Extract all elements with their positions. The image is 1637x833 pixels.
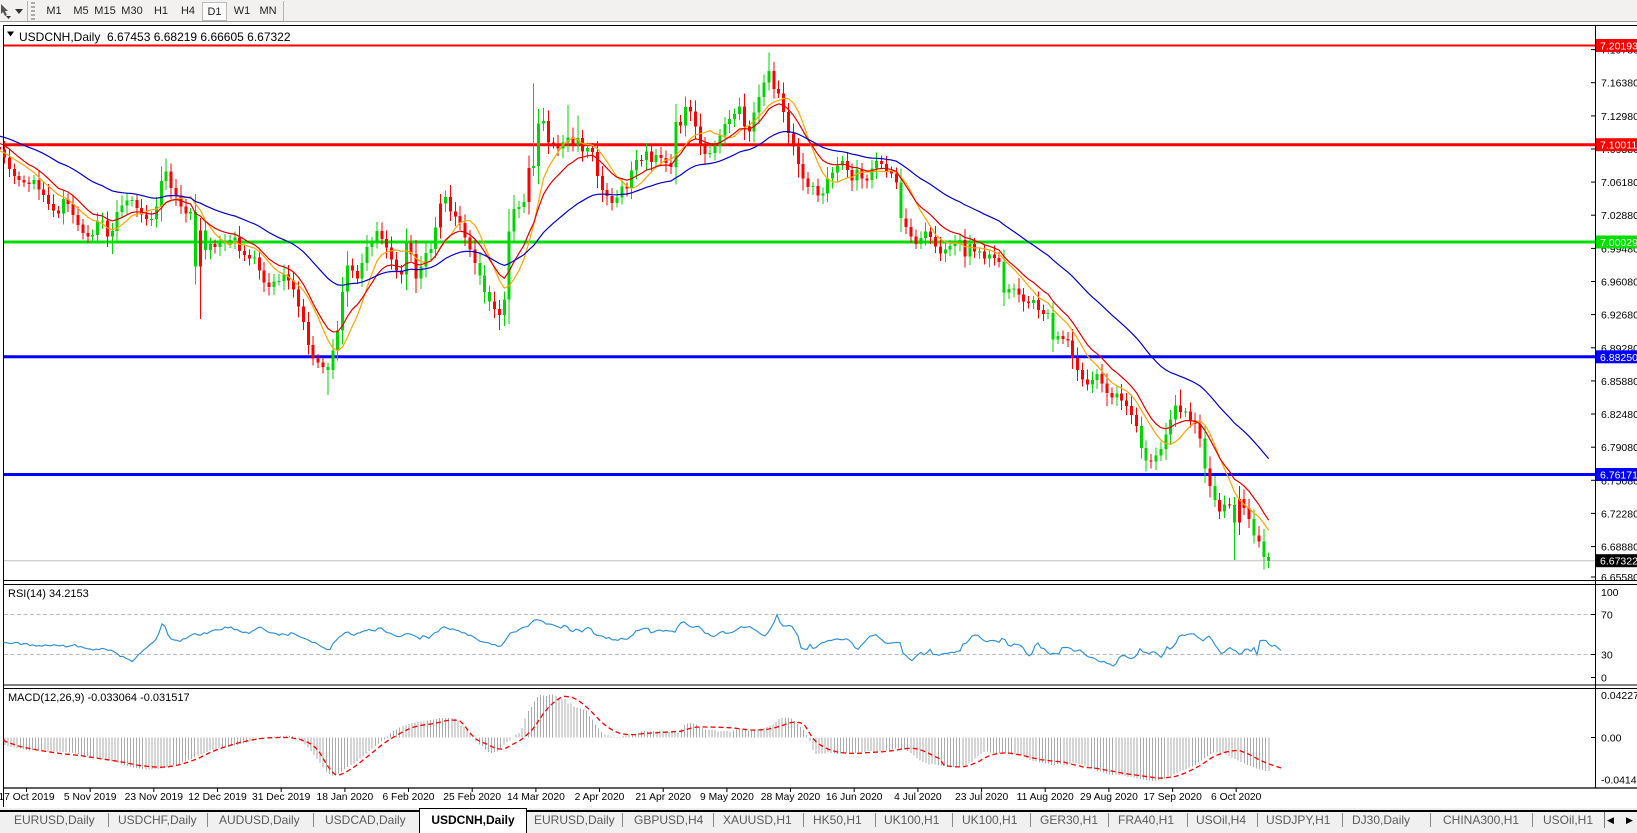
svg-text:25 Feb 2020: 25 Feb 2020	[443, 792, 501, 803]
svg-text:4 Jul 2020: 4 Jul 2020	[894, 792, 942, 803]
svg-text:2 Apr 2020: 2 Apr 2020	[575, 792, 625, 803]
svg-text:6 Feb 2020: 6 Feb 2020	[382, 792, 434, 803]
svg-text:23 Nov 2019: 23 Nov 2019	[125, 792, 184, 803]
svg-text:6.92680: 6.92680	[1601, 310, 1637, 322]
svg-text:0.042275: 0.042275	[1601, 690, 1637, 702]
svg-text:18 Jan 2020: 18 Jan 2020	[317, 792, 374, 803]
svg-text:23 Jul 2020: 23 Jul 2020	[955, 792, 1009, 803]
svg-text:6.68880: 6.68880	[1601, 542, 1637, 554]
svg-text:0.00: 0.00	[1601, 733, 1622, 745]
svg-text:6 Oct 2020: 6 Oct 2020	[1211, 792, 1262, 803]
svg-text:RSI(14) 34.2153: RSI(14) 34.2153	[8, 588, 89, 600]
svg-text:6.96080: 6.96080	[1601, 277, 1637, 289]
svg-text:0: 0	[1601, 673, 1607, 685]
svg-text:16 Jun 2020: 16 Jun 2020	[826, 792, 883, 803]
svg-text:21 Apr 2020: 21 Apr 2020	[635, 792, 691, 803]
svg-text:7.20193: 7.20193	[1600, 41, 1637, 53]
svg-text:-0.04148: -0.04148	[1601, 775, 1637, 787]
svg-text:12 Dec 2019: 12 Dec 2019	[188, 792, 247, 803]
svg-text:70: 70	[1601, 610, 1613, 622]
svg-text:7.16380: 7.16380	[1601, 78, 1637, 90]
svg-text:31 Dec 2019: 31 Dec 2019	[252, 792, 311, 803]
svg-text:6.76171: 6.76171	[1600, 470, 1637, 482]
svg-text:7.00029: 7.00029	[1600, 237, 1637, 249]
svg-text:28 May 2020: 28 May 2020	[761, 792, 821, 803]
svg-text:30: 30	[1601, 650, 1613, 662]
svg-text:6.65580: 6.65580	[1601, 572, 1637, 584]
svg-text:USDCNH,Daily 6.67453 6.68219: USDCNH,Daily 6.67453 6.68219 6.66605 6.6…	[19, 30, 291, 44]
svg-text:MACD(12,26,9) -0.033064 -0.031: MACD(12,26,9) -0.033064 -0.031517	[8, 692, 190, 704]
svg-text:29 Aug 2020: 29 Aug 2020	[1080, 792, 1138, 803]
svg-text:6.85880: 6.85880	[1601, 376, 1637, 388]
svg-text:7.06180: 7.06180	[1601, 177, 1637, 189]
svg-text:9 May 2020: 9 May 2020	[700, 792, 754, 803]
svg-text:6.88250: 6.88250	[1600, 352, 1637, 364]
svg-text:11 Aug 2020: 11 Aug 2020	[1017, 792, 1074, 803]
svg-text:17 Oct 2019: 17 Oct 2019	[0, 792, 55, 803]
svg-text:5 Nov 2019: 5 Nov 2019	[64, 792, 117, 803]
svg-text:6.82480: 6.82480	[1601, 409, 1637, 421]
svg-text:6.72280: 6.72280	[1601, 508, 1637, 520]
svg-text:100: 100	[1601, 587, 1619, 599]
svg-text:6.67322: 6.67322	[1600, 556, 1637, 568]
svg-text:7.02880: 7.02880	[1601, 210, 1637, 222]
svg-text:7.12980: 7.12980	[1601, 111, 1637, 123]
svg-text:14 Mar 2020: 14 Mar 2020	[507, 792, 565, 803]
svg-text:7.10011: 7.10011	[1600, 140, 1637, 152]
svg-text:6.79080: 6.79080	[1601, 442, 1637, 454]
svg-text:17 Sep 2020: 17 Sep 2020	[1143, 792, 1202, 803]
